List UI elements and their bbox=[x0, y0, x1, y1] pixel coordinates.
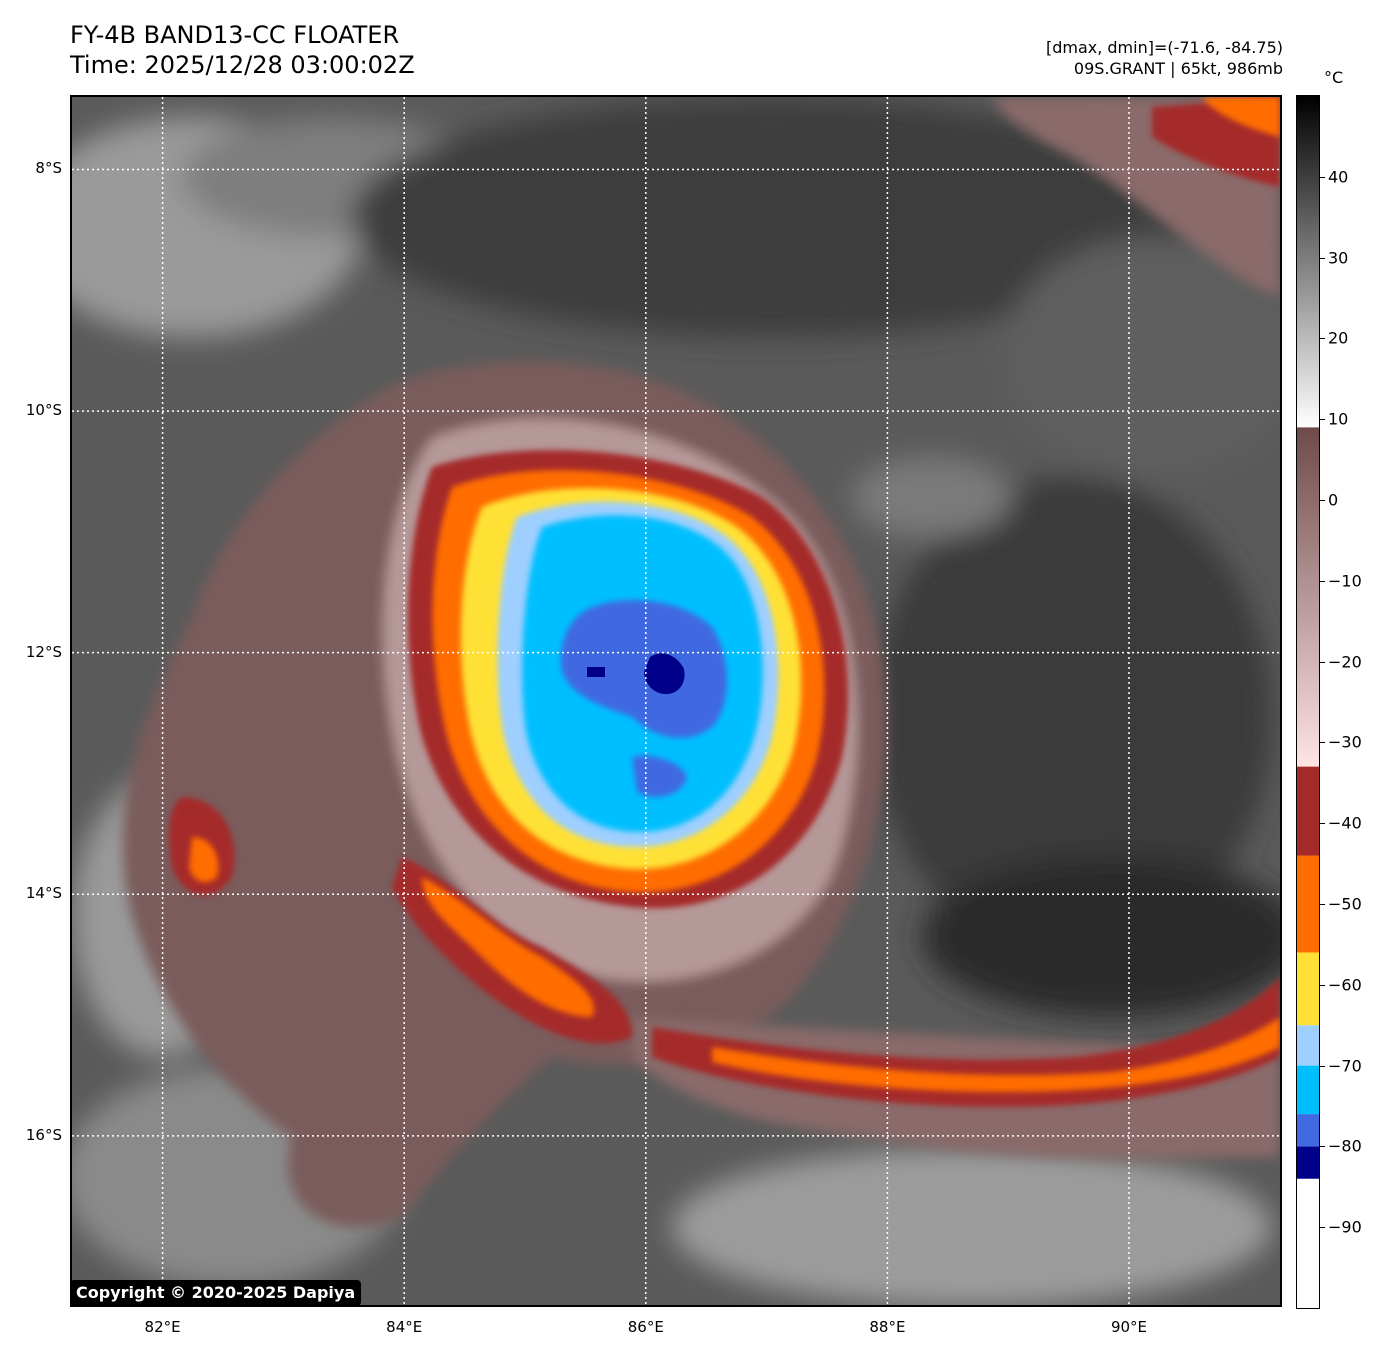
colorbar-tick-label: 20 bbox=[1328, 328, 1349, 348]
colorbar-tick bbox=[1320, 984, 1325, 986]
lat-tick-label: 14°S bbox=[25, 884, 62, 903]
colorbar-tick bbox=[1320, 823, 1325, 825]
colorbar-tick bbox=[1320, 500, 1325, 501]
storm-name-intensity: 09S.GRANT | 65kt, 986mb bbox=[1073, 59, 1283, 78]
ir-imagery bbox=[72, 97, 1280, 1305]
colorbar-tick bbox=[1320, 1146, 1325, 1148]
lon-tick-label: 84°E bbox=[386, 1318, 423, 1336]
colorbar-tick-label: −60 bbox=[1328, 975, 1362, 995]
graticule bbox=[72, 97, 1280, 1305]
lon-tick-label: 88°E bbox=[869, 1318, 906, 1336]
lon-tick-label: 82°E bbox=[144, 1318, 181, 1336]
lat-tick-label: 8°S bbox=[35, 159, 62, 178]
colorbar-segment bbox=[1297, 952, 1319, 1026]
lon-tick-label: 86°E bbox=[627, 1318, 664, 1336]
colorbar-tick bbox=[1320, 176, 1325, 178]
colorbar-tick bbox=[1320, 661, 1325, 663]
colorbar-tick-label: −40 bbox=[1328, 813, 1362, 833]
colorbar-segment bbox=[1297, 1178, 1319, 1308]
colorbar-tick-label: 30 bbox=[1328, 248, 1349, 268]
colorbar bbox=[1296, 95, 1320, 1309]
gray-cloud-texture bbox=[72, 97, 1280, 1305]
colorbar-tick bbox=[1320, 1065, 1325, 1067]
colorbar-unit: °C bbox=[1324, 68, 1344, 87]
colorbar-segment bbox=[1297, 766, 1319, 856]
lat-tick-label: 10°S bbox=[25, 401, 62, 420]
colorbar-tick bbox=[1320, 338, 1325, 340]
dmax-dmin-readout: [dmax, dmin]=(-71.6, -84.75) bbox=[1045, 38, 1283, 57]
lon-tick-label: 90°E bbox=[1110, 1318, 1148, 1336]
colorbar-segment bbox=[1297, 1025, 1319, 1066]
colorbar-tick-label: −20 bbox=[1328, 652, 1362, 672]
colorbar-scale bbox=[1297, 96, 1319, 1308]
colorbar-tick bbox=[1320, 257, 1325, 259]
lat-tick-label: 16°S bbox=[25, 1125, 62, 1144]
colorbar-tick bbox=[1320, 1227, 1325, 1229]
title-time: Time: 2025/12/28 03:00:02Z bbox=[70, 51, 415, 79]
colorbar-tick-label: −80 bbox=[1328, 1136, 1362, 1156]
colorbar-segment bbox=[1297, 855, 1319, 953]
colorbar-segment bbox=[1297, 1065, 1319, 1115]
colorbar-gradient-segment bbox=[1297, 427, 1319, 767]
colorbar-tick-label: 40 bbox=[1328, 167, 1349, 187]
colorbar-tick-label: −50 bbox=[1328, 894, 1362, 914]
lat-tick-label: 12°S bbox=[25, 642, 62, 661]
royal-blue-core bbox=[560, 599, 727, 797]
satellite-map bbox=[70, 95, 1282, 1307]
colorbar-tick bbox=[1320, 580, 1325, 582]
colorbar-tick-label: 10 bbox=[1328, 409, 1349, 429]
colorbar-segment bbox=[1297, 1114, 1319, 1147]
colorbar-tick-label: −70 bbox=[1328, 1056, 1362, 1076]
colorbar-tick-label: 0 bbox=[1328, 490, 1339, 510]
colorbar-tick-label: −30 bbox=[1328, 732, 1362, 752]
copyright-notice: Copyright © 2020-2025 Dapiya bbox=[70, 1280, 362, 1306]
title-product: FY-4B BAND13-CC FLOATER bbox=[70, 21, 400, 49]
colorbar-tick bbox=[1320, 419, 1325, 421]
colorbar-tick-label: −10 bbox=[1328, 571, 1362, 591]
eye-coldest-tops bbox=[587, 653, 685, 695]
colorbar-tick-label: −90 bbox=[1328, 1217, 1362, 1237]
colorbar-gradient-segment bbox=[1297, 96, 1319, 428]
colorbar-segment bbox=[1297, 1146, 1319, 1179]
colorbar-tick bbox=[1320, 742, 1325, 744]
colorbar-tick bbox=[1320, 904, 1325, 905]
